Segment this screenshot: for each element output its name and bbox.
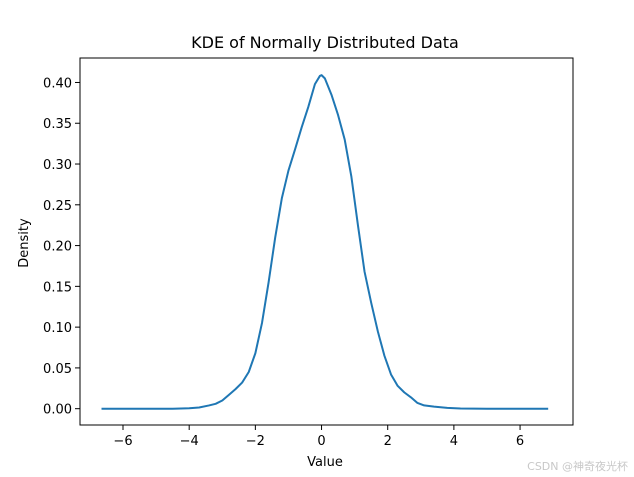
y-tick-label: 0.05 <box>43 362 72 377</box>
x-tick-label: 4 <box>450 434 458 449</box>
y-tick-label: 0.30 <box>43 158 72 173</box>
x-tick-label: 2 <box>384 434 392 449</box>
y-tick-label: 0.00 <box>43 403 72 418</box>
y-tick-label: 0.40 <box>43 76 72 91</box>
x-tick-label: 6 <box>516 434 524 449</box>
y-tick-label: 0.35 <box>43 117 72 132</box>
y-tick-label: 0.25 <box>43 199 72 214</box>
x-tick-label: 0 <box>317 434 325 449</box>
y-tick-label: 0.15 <box>43 280 72 295</box>
x-tick-label: −6 <box>113 434 132 449</box>
x-axis-label: Value <box>307 455 343 470</box>
plot-area: −6 −4 −2 0 2 4 6 0.00 0.05 0.10 0.15 0.20 0.25 0.30 0.… <box>43 57 574 449</box>
plot-frame <box>79 57 574 426</box>
y-axis-label: Density <box>17 218 32 268</box>
y-tick-label: 0.20 <box>43 240 72 255</box>
kde-line-0 <box>101 74 549 410</box>
x-tick-label: −2 <box>246 434 265 449</box>
chart-title: KDE of Normally Distributed Data <box>191 33 459 52</box>
watermark-text: CSDN @神奇夜光杯 <box>527 459 628 473</box>
y-tick-label: 0.10 <box>43 321 72 336</box>
x-tick-label: −4 <box>180 434 199 449</box>
